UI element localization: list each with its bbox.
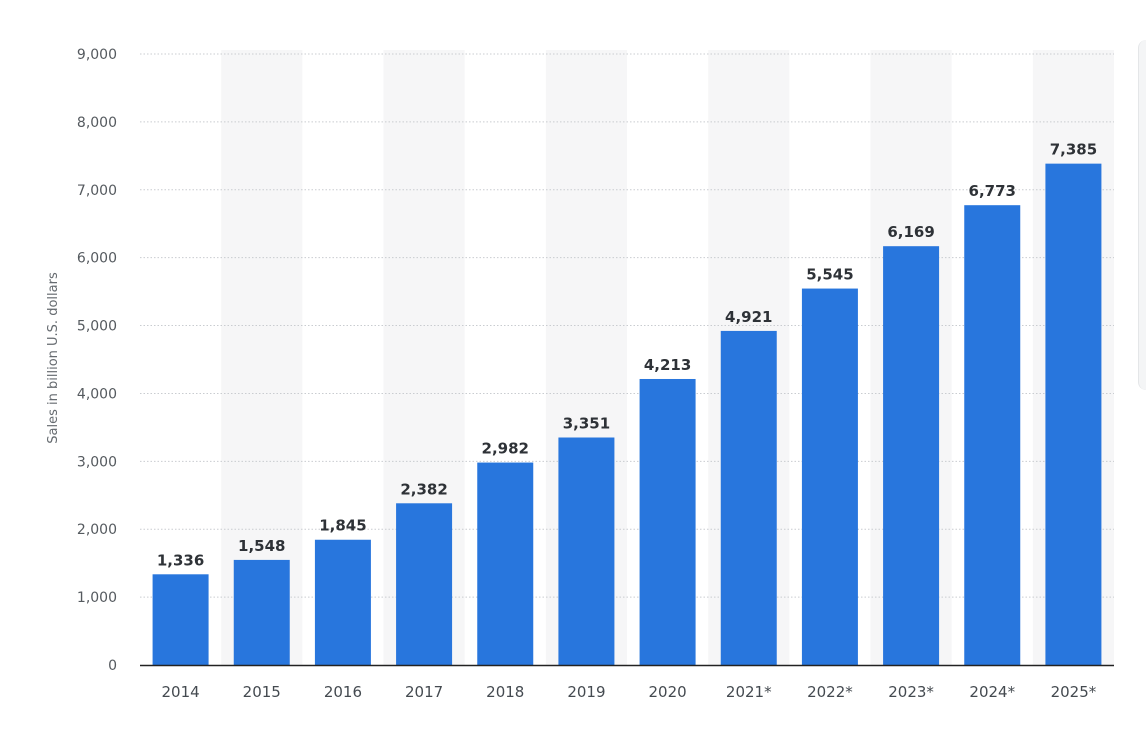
bar — [558, 437, 615, 665]
y-axis-label: Sales in billion U.S. dollars — [46, 272, 61, 444]
y-tick-label: 3,000 — [77, 454, 117, 470]
data-label: 7,385 — [1050, 141, 1097, 159]
x-axis-ticks: 2014 2015 2016 2017 2018 2019 2020 2021* 2022* 20… — [161, 683, 1096, 701]
side-panel-edge — [1138, 40, 1146, 390]
y-tick-label: 4,000 — [77, 386, 117, 402]
y-tick-label: 5,000 — [77, 319, 117, 335]
y-tick-label: 6,000 — [77, 251, 117, 267]
bar — [396, 503, 453, 665]
y-tick-label: 8,000 — [77, 115, 117, 131]
data-label: 6,169 — [887, 223, 934, 241]
data-label: 4,921 — [725, 308, 772, 326]
x-tick-label: 2024* — [969, 683, 1015, 701]
data-label: 6,773 — [969, 182, 1016, 200]
x-tick-label: 2022* — [807, 683, 853, 701]
y-tick-label: 9,000 — [77, 47, 117, 63]
bar — [883, 246, 940, 665]
y-tick-label: 7,000 — [77, 183, 117, 199]
data-label: 2,382 — [400, 480, 447, 498]
bar — [477, 462, 534, 665]
data-label: 2,982 — [482, 440, 529, 458]
bar — [233, 559, 290, 665]
bar — [1045, 163, 1102, 665]
x-tick-label: 2021* — [726, 683, 772, 701]
x-tick-label: 2017 — [405, 683, 443, 701]
data-label: 1,336 — [157, 551, 204, 569]
bar — [720, 330, 777, 665]
x-tick-label: 2019 — [567, 683, 605, 701]
x-tick-label: 2016 — [324, 683, 362, 701]
grid-lines — [140, 53, 1114, 598]
y-tick-label: 0 — [108, 658, 117, 674]
bars — [152, 163, 1102, 666]
x-tick-label: 2018 — [486, 683, 524, 701]
bar — [801, 288, 858, 665]
bar — [964, 205, 1021, 666]
data-label: 5,545 — [806, 266, 853, 284]
x-tick-label: 2020 — [648, 683, 686, 701]
x-tick-label: 2025* — [1051, 683, 1097, 701]
y-tick-label: 1,000 — [77, 590, 117, 606]
data-label: 4,213 — [644, 356, 691, 374]
x-tick-label: 2014 — [161, 683, 199, 701]
bar — [314, 539, 371, 665]
data-label: 1,845 — [319, 517, 366, 535]
data-labels: 1,336 1,548 1,845 2,382 2,982 3,351 4,213 4,921… — [157, 141, 1097, 570]
bar — [152, 574, 209, 665]
data-label: 1,548 — [238, 537, 285, 555]
bar — [639, 378, 696, 665]
data-label: 3,351 — [563, 415, 610, 433]
y-axis-ticks: 0 1,000 2,000 3,000 4,000 5,000 6,000 7,000 8,00… — [77, 47, 117, 674]
y-tick-label: 2,000 — [77, 522, 117, 538]
x-tick-label: 2023* — [888, 683, 934, 701]
x-tick-label: 2015 — [243, 683, 281, 701]
